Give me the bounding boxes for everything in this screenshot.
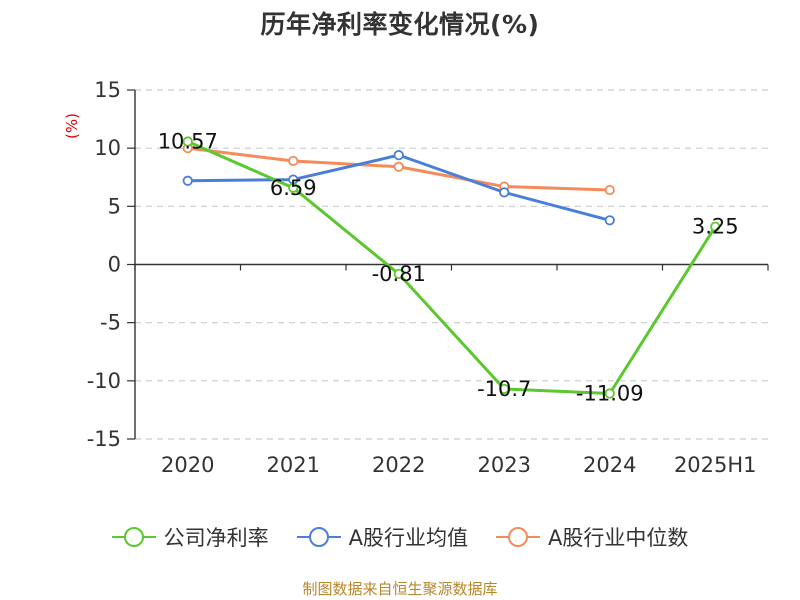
data-source-note: 制图数据来自恒生聚源数据库 — [302, 580, 498, 598]
y-axis-unit-label: (%) — [63, 113, 81, 139]
y-tick-label: 0 — [108, 253, 121, 277]
legend-label: A股行业中位数 — [548, 526, 689, 550]
y-tick-label: -15 — [87, 427, 121, 451]
data-point[interactable] — [288, 182, 299, 193]
y-tick-label: -10 — [87, 369, 121, 393]
data-point[interactable] — [182, 136, 193, 147]
data-labels: 10.57 6.59 -0.81 -10.7 -11.09 3.25 — [158, 130, 739, 406]
data-point[interactable] — [499, 187, 510, 198]
y-tick-label: 15 — [94, 78, 121, 102]
axes: 15 10 5 0 -5 -10 -15 2020 2021 2022 2023 2024 2025H1 — [87, 78, 769, 477]
data-point[interactable] — [604, 184, 615, 196]
data-label: -11.09 — [576, 382, 644, 406]
data-point[interactable] — [710, 221, 721, 232]
legend-label: A股行业均值 — [348, 526, 468, 550]
y-tick-label: 10 — [94, 136, 121, 160]
legend-marker-industry-mean — [296, 527, 341, 547]
legend-item-industry-median[interactable]: A股行业中位数 — [496, 522, 688, 552]
data-point[interactable] — [604, 388, 615, 399]
data-label: 6.59 — [270, 176, 317, 200]
x-tick-label: 2024 — [583, 453, 636, 477]
data-point[interactable] — [393, 161, 404, 172]
x-tick-label: 2025H1 — [674, 453, 757, 477]
y-tick-label: 5 — [108, 194, 121, 218]
x-tick-label: 2023 — [478, 453, 531, 477]
data-point[interactable] — [393, 268, 404, 280]
chart-legend: 公司净利率 A股行业均值 A股行业中位数 — [0, 519, 800, 555]
chart-title: 历年净利率变化情况(%) — [260, 10, 540, 39]
legend-marker-company — [111, 527, 156, 547]
legend-label: 公司净利率 — [163, 526, 269, 550]
data-point[interactable] — [182, 175, 193, 186]
y-tick-label: -5 — [100, 311, 121, 335]
data-point[interactable] — [499, 383, 510, 395]
series-line — [187, 140, 717, 396]
data-label: 10.57 — [158, 130, 218, 154]
x-tick-label: 2022 — [372, 453, 425, 477]
data-point[interactable] — [288, 155, 299, 167]
data-label: -10.7 — [477, 377, 531, 401]
series-lines — [182, 136, 721, 399]
x-tick-label: 2021 — [267, 453, 320, 477]
legend-item-industry-mean[interactable]: A股行业均值 — [296, 522, 468, 552]
data-label: -0.81 — [372, 262, 426, 286]
x-tick-label: 2020 — [161, 453, 214, 477]
legend-marker-industry-median — [496, 527, 540, 547]
data-label: 3.25 — [692, 215, 739, 239]
data-point[interactable] — [393, 150, 404, 161]
data-point[interactable] — [604, 215, 615, 226]
legend-item-company-net-margin[interactable]: 公司净利率 — [111, 522, 269, 552]
